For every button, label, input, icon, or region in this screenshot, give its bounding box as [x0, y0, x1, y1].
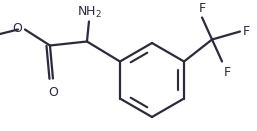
Text: F: F	[198, 1, 206, 15]
Text: F: F	[224, 66, 231, 78]
Text: F: F	[243, 25, 250, 38]
Text: O: O	[48, 86, 58, 100]
Text: O: O	[12, 22, 22, 35]
Text: NH$_2$: NH$_2$	[77, 4, 103, 20]
